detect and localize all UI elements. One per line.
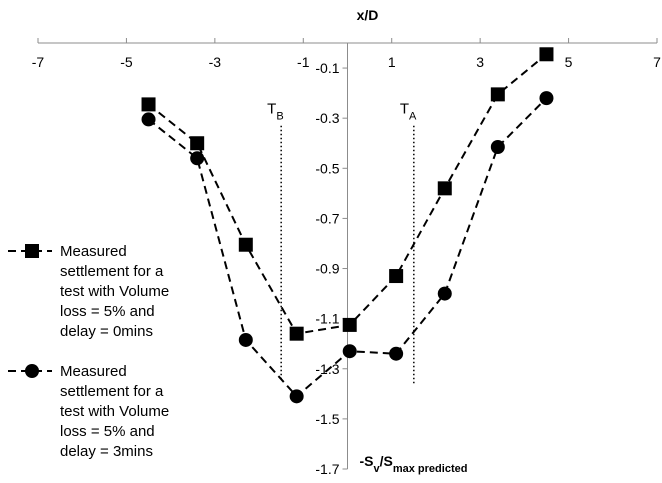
series-1-point — [190, 136, 205, 151]
y-tick-label: -1.7 — [315, 461, 339, 477]
y-tick-label: -1.1 — [315, 311, 339, 327]
axes-layer — [38, 42, 657, 469]
legend-text-line: loss = 5% and — [60, 423, 155, 440]
series-2-point — [342, 344, 357, 359]
legend-text-line: settlement for a — [60, 263, 164, 280]
series-1-point — [389, 269, 404, 284]
series-1 — [141, 47, 554, 341]
y-tick-label: -0.1 — [315, 60, 339, 76]
series-1-point — [238, 237, 253, 252]
y-tick-label: -0.5 — [315, 160, 339, 176]
legend-text-line: settlement for a — [60, 383, 164, 400]
annotation-label-sub: A — [409, 111, 417, 123]
series-1-point — [141, 97, 156, 112]
legend-text-line: test with Volume — [60, 283, 169, 300]
x-tick-label: 5 — [565, 54, 573, 70]
y-tick-label: -0.7 — [315, 210, 339, 226]
y-tick-label: -1.5 — [315, 411, 339, 427]
series-1-point — [539, 47, 554, 62]
series-1-point — [437, 181, 452, 196]
y-axis-title-sub2: max predicted — [393, 463, 468, 475]
y-ticks: -0.1-0.3-0.5-0.7-0.9-1.1-1.3-1.5-1.7 — [315, 60, 348, 477]
x-tick-label: 3 — [476, 54, 484, 70]
y-tick-label: -0.9 — [315, 261, 339, 277]
series-2-point — [389, 346, 404, 361]
x-tick-label: -3 — [209, 54, 222, 70]
legend-entry-1: Measured settlement for a test with Volume… — [8, 243, 169, 340]
y-axis-title-sub1: v — [374, 463, 381, 475]
series-2-point — [490, 139, 505, 154]
annotations: TB TA — [267, 101, 417, 384]
legend-entry-2: Measured settlement for a test with Volume… — [8, 363, 169, 460]
legend-text-line: delay = 3mins — [60, 443, 153, 460]
annotation-label-main: T — [400, 101, 409, 118]
legend-text-line: Measured — [60, 243, 127, 260]
legend-text-line: loss = 5% and — [60, 303, 155, 320]
legend-text-line: Measured — [60, 363, 127, 380]
series-1-point — [342, 317, 357, 332]
x-tick-label: 1 — [388, 54, 396, 70]
series-1-point — [490, 87, 505, 102]
series-layer — [141, 47, 554, 404]
series-2-point — [238, 332, 253, 347]
series-2-point — [190, 151, 205, 166]
y-axis-title-prefix: -S — [360, 453, 374, 469]
legend-text-line: delay = 0mins — [60, 323, 153, 340]
annotation-label-ta: TA — [400, 101, 417, 123]
series-2-point — [539, 91, 554, 106]
annotation-label-sub: B — [276, 111, 283, 123]
y-axis-title-mid: /S — [380, 453, 393, 469]
series-2-point — [289, 389, 304, 404]
series-1-point — [289, 326, 304, 341]
x-tick-label: -7 — [32, 54, 45, 70]
annotation-label-main: T — [267, 101, 276, 118]
y-tick-label: -0.3 — [315, 110, 339, 126]
series-2-point — [437, 286, 452, 301]
series-2 — [141, 91, 554, 404]
x-ticks: -7 -5 -3 -1 1 3 5 7 — [32, 38, 661, 70]
x-tick-label: -5 — [120, 54, 133, 70]
x-axis-title: x/D — [357, 7, 379, 23]
legend-marker — [25, 244, 39, 258]
legend-marker — [25, 364, 39, 378]
series-2-point — [141, 112, 156, 127]
x-tick-label: -1 — [297, 54, 310, 70]
legend: Measured settlement for a test with Volume… — [8, 243, 169, 460]
annotation-label-tb: TB — [267, 101, 284, 123]
legend-text-line: test with Volume — [60, 403, 169, 420]
y-axis-title: -Sv/Smax predicted — [360, 453, 468, 475]
x-tick-label: 7 — [653, 54, 661, 70]
